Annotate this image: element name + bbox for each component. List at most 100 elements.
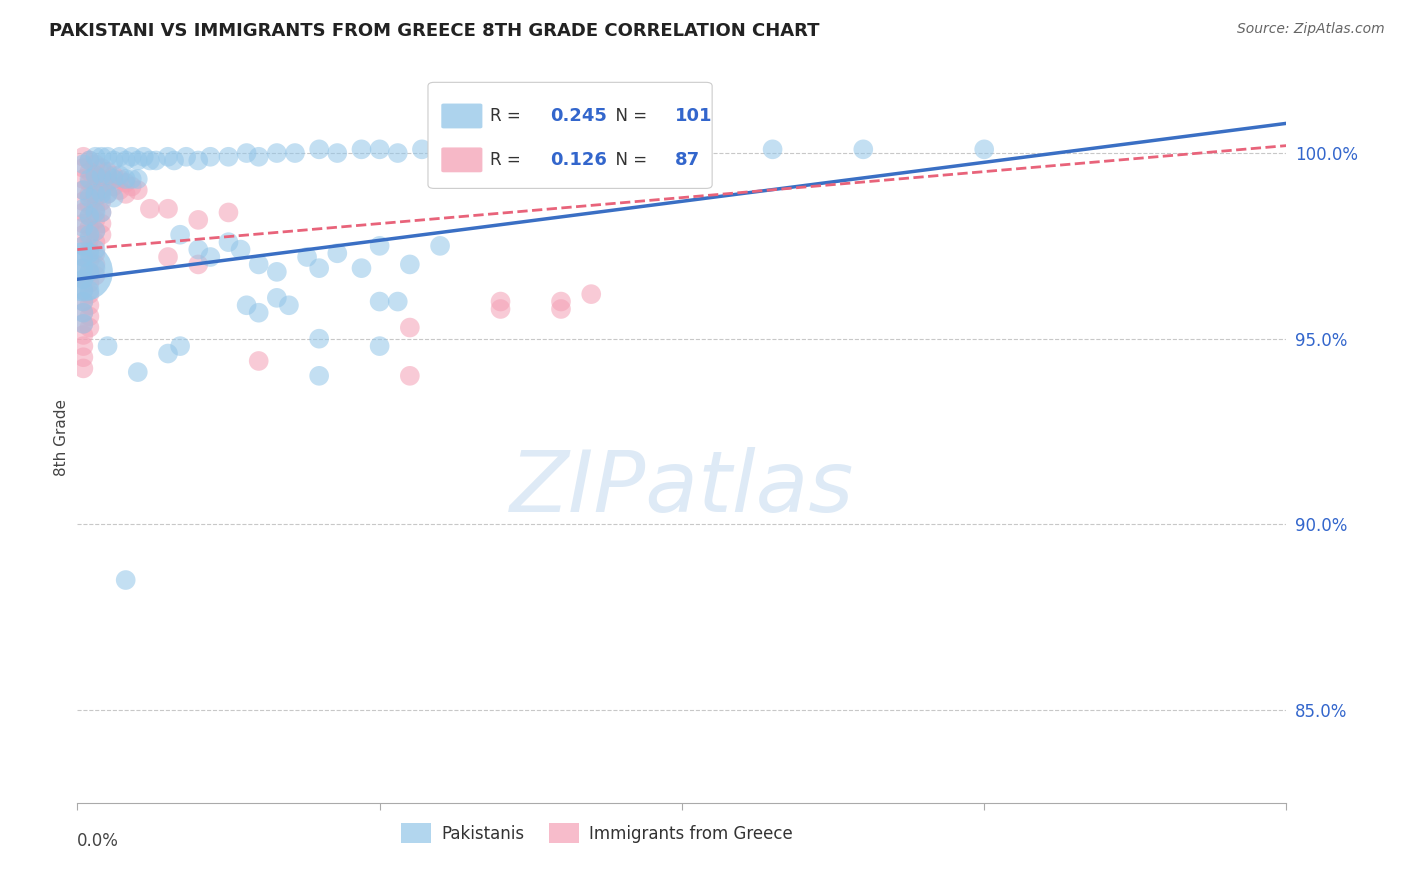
Point xyxy=(72,183,94,197)
Point xyxy=(489,294,512,309)
Point xyxy=(489,301,512,316)
Point xyxy=(72,250,94,264)
Point xyxy=(200,150,222,164)
Point xyxy=(90,205,112,219)
Point xyxy=(127,365,149,379)
Point xyxy=(121,179,143,194)
Point xyxy=(762,142,785,156)
Point xyxy=(157,346,180,360)
Point xyxy=(72,317,94,331)
Text: 87: 87 xyxy=(675,151,700,169)
Text: PAKISTANI VS IMMIGRANTS FROM GREECE 8TH GRADE CORRELATION CHART: PAKISTANI VS IMMIGRANTS FROM GREECE 8TH … xyxy=(49,22,820,40)
Point xyxy=(79,287,101,301)
Point xyxy=(132,150,155,164)
Point xyxy=(72,361,94,376)
Point xyxy=(157,202,180,216)
Point xyxy=(368,142,391,156)
Point xyxy=(72,157,94,171)
Text: R =: R = xyxy=(489,107,526,125)
Point xyxy=(90,161,112,175)
Point xyxy=(114,176,136,190)
Point xyxy=(96,150,118,164)
Point xyxy=(72,351,94,365)
Point xyxy=(72,202,94,216)
Point xyxy=(187,243,209,257)
Point xyxy=(84,169,107,183)
Point xyxy=(247,306,270,320)
Point xyxy=(90,169,112,183)
Point xyxy=(72,339,94,353)
Point xyxy=(278,298,301,312)
Point xyxy=(72,328,94,343)
Point xyxy=(72,239,94,253)
Point xyxy=(368,239,391,253)
Point xyxy=(429,239,451,253)
Point xyxy=(72,250,94,264)
Point xyxy=(84,224,107,238)
Point xyxy=(79,227,101,242)
Point xyxy=(79,153,101,168)
Point xyxy=(356,806,378,821)
Point xyxy=(72,183,94,197)
Point xyxy=(84,169,107,183)
Point xyxy=(308,261,330,276)
Point xyxy=(350,142,373,156)
Point xyxy=(399,257,422,271)
Point xyxy=(96,169,118,183)
Point xyxy=(157,150,180,164)
Point xyxy=(72,150,94,164)
Point xyxy=(103,169,125,183)
Point xyxy=(103,172,125,186)
Point xyxy=(72,306,94,320)
Point xyxy=(84,224,107,238)
Point xyxy=(266,291,288,305)
Point xyxy=(90,172,112,186)
Point xyxy=(103,191,125,205)
Text: 0.245: 0.245 xyxy=(550,107,607,125)
Point xyxy=(235,298,257,312)
Point xyxy=(72,172,94,186)
Point xyxy=(72,220,94,235)
Point xyxy=(72,272,94,286)
Text: Source: ZipAtlas.com: Source: ZipAtlas.com xyxy=(1237,22,1385,37)
Point xyxy=(79,231,101,245)
Point xyxy=(72,272,94,286)
Point xyxy=(72,161,94,175)
Point xyxy=(108,169,131,183)
Point xyxy=(84,191,107,205)
Point xyxy=(308,142,330,156)
Point xyxy=(84,179,107,194)
Text: 101: 101 xyxy=(675,107,713,125)
Point xyxy=(671,142,693,156)
Point xyxy=(84,235,107,249)
Point xyxy=(399,320,422,334)
Point xyxy=(72,239,94,253)
Point xyxy=(218,205,240,219)
Point xyxy=(610,142,633,156)
Text: N =: N = xyxy=(605,151,652,169)
Point xyxy=(550,142,572,156)
Point xyxy=(127,172,149,186)
Point xyxy=(169,227,191,242)
Point xyxy=(247,257,270,271)
Point xyxy=(350,261,373,276)
Point xyxy=(187,212,209,227)
Point xyxy=(79,320,101,334)
Point xyxy=(550,301,572,316)
Point xyxy=(399,368,422,383)
Point xyxy=(308,368,330,383)
Point xyxy=(79,153,101,168)
Point xyxy=(235,146,257,161)
Point xyxy=(145,153,167,168)
Point xyxy=(852,142,875,156)
Point xyxy=(326,246,349,260)
Point xyxy=(284,146,307,161)
Point xyxy=(520,146,543,161)
Point xyxy=(121,172,143,186)
Point xyxy=(429,146,451,161)
Point xyxy=(96,164,118,178)
Point xyxy=(79,191,101,205)
Point xyxy=(368,294,391,309)
Point xyxy=(72,261,94,276)
Point xyxy=(200,250,222,264)
